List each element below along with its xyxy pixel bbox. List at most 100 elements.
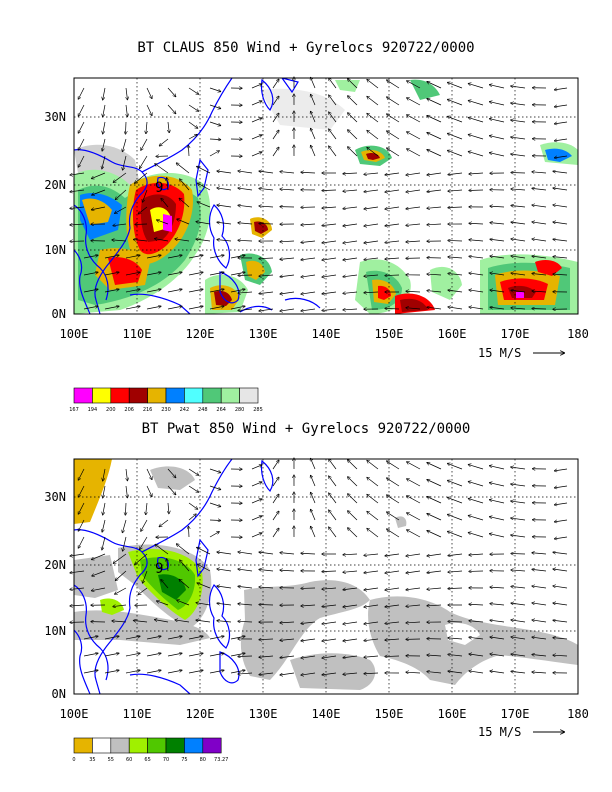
svg-text:0N: 0N [52,687,66,701]
wind-vector [301,224,316,225]
wind-vector [280,655,295,658]
wind-vector [554,485,568,488]
wind-vector [78,485,85,497]
wind-vector [367,529,379,538]
wind-vector [532,586,547,589]
wind-vector [406,587,421,590]
wind-vector [554,155,568,158]
wind-vector [168,502,169,514]
wind-vector [115,570,127,580]
wind-vector [364,604,379,607]
wind-vector [343,571,358,572]
wind-vector [406,291,421,292]
wind-vector [146,255,161,259]
wind-vector [103,502,106,515]
wind-vector [448,621,463,622]
wind-vector [280,172,295,173]
wind-vector [176,163,190,174]
wind-vector [364,206,379,209]
wind-vector [511,103,526,106]
wind-vector [272,494,279,504]
wind-vector [511,189,526,190]
wind-vector [554,502,568,505]
wind-vector [83,306,98,310]
wind-vector [251,152,262,157]
wind-vector [385,656,400,657]
wind-vector [511,308,526,309]
wind-vector [322,257,337,260]
wind-vector [83,255,98,259]
wind-vector [259,292,274,294]
legend-value: 206 [124,407,134,413]
wind-vector [322,655,337,658]
legend-value: 80 [200,757,206,763]
wind-vector [311,95,316,106]
wind-vector [322,274,337,277]
wind-vector [406,553,421,556]
wind-vector [448,515,463,521]
wind-vector [427,291,442,292]
wind-vector [103,468,106,481]
wind-vector [553,655,568,656]
wind-vector [329,112,337,123]
wind-vector [343,309,358,310]
wind-vector [167,255,182,259]
wind-vector [177,219,190,225]
wind-vector [511,620,526,623]
wind-vector [259,308,274,311]
wind-vector [385,604,400,607]
wind-vector [272,511,279,521]
wind-vector [135,224,148,225]
wind-vector [387,478,400,487]
wind-vector [348,130,358,140]
wind-vector [469,621,484,622]
wind-vector [367,114,379,123]
legend-value: 167 [69,407,79,413]
wind-vector [553,222,568,225]
panel-1-legend: 167 194 200 206 216 230 242 248 264 280 285 [69,387,263,413]
wind-vector [155,620,169,623]
svg-text:30N: 30N [44,490,66,504]
legend-value: 194 [88,407,98,413]
wind-vector [259,604,274,605]
wind-vector [511,256,526,259]
svg-text:140E: 140E [312,327,341,341]
wind-vector [78,536,85,548]
wind-vector [343,638,358,641]
wind-vector [511,120,526,123]
wind-vector [104,255,119,259]
wind-vector [427,150,442,157]
wind-vector [197,202,211,208]
svg-text:180: 180 [567,707,589,721]
wind-vector [448,83,463,89]
wind-vector [217,621,232,622]
wind-vector [406,189,421,192]
wind-vector [468,118,484,123]
wind-vector [387,529,400,538]
wind-vector [157,601,169,606]
panel-1-frame [73,77,579,315]
wind-vector [364,292,379,293]
wind-vector [322,224,337,226]
wind-vector [329,476,337,487]
wind-vector [385,308,400,309]
wind-vector [448,498,463,504]
wind-vector [259,223,274,224]
wind-vector [343,257,358,260]
wind-vector [125,670,140,674]
wind-vector [209,532,219,538]
wind-vector [553,569,568,572]
wind-vector [177,544,190,555]
wind-vector [532,256,547,259]
wind-vector [78,155,85,167]
wind-vector [554,468,568,471]
svg-text:130E: 130E [249,707,278,721]
wind-vector [188,670,203,674]
wind-vector [490,604,505,605]
wind-vector [553,552,568,555]
wind-vector [387,461,400,470]
wind-vector [167,468,176,477]
wind-vector [251,533,262,538]
wind-vector [133,620,148,622]
wind-vector [188,468,198,475]
